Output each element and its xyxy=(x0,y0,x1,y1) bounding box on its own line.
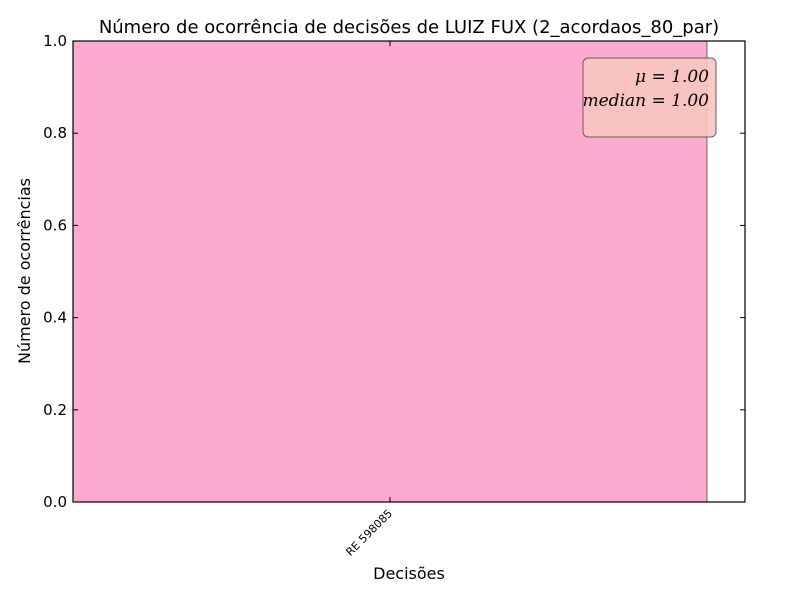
y-tick-label: 0.6 xyxy=(43,216,67,234)
y-tick-label: 0.8 xyxy=(43,124,67,142)
y-tick-label: 1.0 xyxy=(43,32,67,50)
y-ticks: 0.0 0.2 0.4 0.6 0.8 1.0 xyxy=(43,32,745,511)
x-tick-label: RE 598085 xyxy=(343,507,395,559)
stats-box-background xyxy=(582,57,717,138)
y-tick-label: 0.2 xyxy=(43,401,67,419)
stats-median: median = 1.00 xyxy=(583,91,710,111)
stats-box: μ = 1.00 median = 1.00 xyxy=(582,57,717,138)
y-tick-label: 0.4 xyxy=(43,309,67,327)
stats-mean: μ = 1.00 xyxy=(635,67,709,87)
y-axis-label: Número de ocorrências xyxy=(15,178,34,364)
chart-title: Número de ocorrência de decisões de LUIZ… xyxy=(99,17,719,38)
x-axis-label: Decisões xyxy=(373,564,445,583)
y-tick-label: 0.0 xyxy=(43,493,67,511)
axes-frame xyxy=(72,40,746,503)
